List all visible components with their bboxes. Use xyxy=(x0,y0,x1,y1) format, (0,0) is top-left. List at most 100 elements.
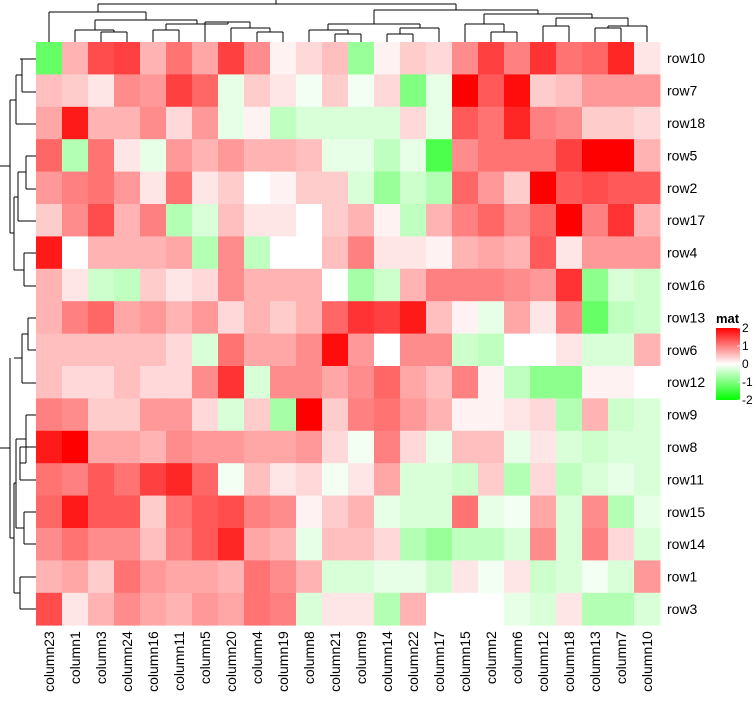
heatmap-cell-row12-column6 xyxy=(504,366,531,399)
heatmap-cell-row8-column5 xyxy=(192,430,219,464)
heatmap-cell-row4-column10 xyxy=(634,236,661,270)
column-label-column5: column5 xyxy=(197,631,213,684)
heatmap-cell-row6-column22 xyxy=(400,333,427,367)
heatmap-cell-row7-column10 xyxy=(634,74,661,108)
heatmap-cell-row15-column6 xyxy=(504,495,531,529)
heatmap-cell-row2-column22 xyxy=(400,171,427,205)
heatmap-cell-row16-column5 xyxy=(192,268,219,302)
heatmap-cell-row5-column13 xyxy=(582,139,609,172)
heatmap-cell-row15-column14 xyxy=(374,495,401,529)
heatmap-cell-row3-column16 xyxy=(140,592,167,626)
heatmap-cell-row6-column15 xyxy=(452,333,479,367)
heatmap-cell-row14-column8 xyxy=(296,528,323,561)
heatmap-cell-row7-column11 xyxy=(166,74,193,108)
heatmap-cell-row8-column20 xyxy=(218,430,245,464)
heatmap-cell-row18-column8 xyxy=(296,106,323,140)
heatmap-cell-row4-column21 xyxy=(322,236,349,270)
heatmap-cell-row4-column17 xyxy=(426,236,453,270)
heatmap-cell-row8-column18 xyxy=(556,430,583,464)
heatmap-cell-row12-column22 xyxy=(400,366,427,399)
row-dendrogram-lines xyxy=(0,58,36,610)
heatmap-cell-row14-column5 xyxy=(192,528,219,561)
heatmap-cell-row1-column4 xyxy=(244,560,271,594)
heatmap-cell-row12-column10 xyxy=(634,366,661,399)
heatmap-cell-row14-column11 xyxy=(166,528,193,561)
heatmap-cell-row18-column1 xyxy=(62,106,89,140)
heatmap-cell-row7-column7 xyxy=(608,74,635,108)
heatmap-cell-row12-column21 xyxy=(322,366,349,399)
heatmap-cell-row7-column15 xyxy=(452,74,479,108)
legend-tick-label: -2 xyxy=(742,393,753,407)
heatmap-cell-row16-column1 xyxy=(62,268,89,302)
heatmap-cell-row1-column12 xyxy=(530,560,557,594)
heatmap-cell-row8-column8 xyxy=(296,430,323,464)
heatmap-cell-row11-column12 xyxy=(530,463,557,496)
heatmap-cell-row13-column1 xyxy=(62,301,89,334)
heatmap-cell-row11-column19 xyxy=(270,463,297,496)
heatmap-cell-row9-column23 xyxy=(36,398,63,432)
column-label-column4: column4 xyxy=(249,631,265,684)
heatmap-cell-row7-column24 xyxy=(114,74,141,108)
heatmap-cell-row15-column13 xyxy=(582,495,609,529)
heatmap-cell-row15-column18 xyxy=(556,495,583,529)
heatmap-cell-row10-column4 xyxy=(244,42,271,75)
column-label-column12: column12 xyxy=(535,631,551,692)
heatmap-cell-row1-column19 xyxy=(270,560,297,594)
heatmap-cell-row17-column8 xyxy=(296,204,323,237)
heatmap-cell-row8-column21 xyxy=(322,430,349,464)
heatmap-cell-row3-column11 xyxy=(166,592,193,626)
heatmap-cell-row3-column20 xyxy=(218,592,245,626)
heatmap-cell-row9-column1 xyxy=(62,398,89,432)
legend-color-bar xyxy=(716,328,740,400)
heatmap-cell-row4-column2 xyxy=(478,236,505,270)
heatmap-cell-row16-column7 xyxy=(608,268,635,302)
heatmap-cell-row17-column20 xyxy=(218,204,245,237)
heatmap-cell-row18-column14 xyxy=(374,106,401,140)
heatmap-cell-row5-column12 xyxy=(530,139,557,172)
column-label-column7: column7 xyxy=(613,631,629,684)
heatmap-cell-row11-column24 xyxy=(114,463,141,496)
heatmap-cell-row5-column18 xyxy=(556,139,583,172)
heatmap-cell-row15-column10 xyxy=(634,495,661,529)
heatmap-cell-row13-column20 xyxy=(218,301,245,334)
heatmap-cell-row16-column12 xyxy=(530,268,557,302)
heatmap-cell-row14-column21 xyxy=(322,528,349,561)
heatmap-cell-row10-column10 xyxy=(634,42,661,75)
heatmap-cell-row13-column11 xyxy=(166,301,193,334)
heatmap-cell-row8-column22 xyxy=(400,430,427,464)
heatmap-cell-row9-column18 xyxy=(556,398,583,432)
heatmap-cell-row13-column23 xyxy=(36,301,63,334)
heatmap-cell-row15-column4 xyxy=(244,495,271,529)
heatmap-cell-row1-column14 xyxy=(374,560,401,594)
heatmap-cell-row9-column9 xyxy=(348,398,375,432)
heatmap-cell-row2-column3 xyxy=(88,171,115,205)
heatmap-cell-row7-column4 xyxy=(244,74,271,108)
heatmap-cell-row3-column7 xyxy=(608,592,635,626)
heatmap-cell-row1-column24 xyxy=(114,560,141,594)
heatmap-cell-row1-column18 xyxy=(556,560,583,594)
heatmap-cell-row17-column10 xyxy=(634,204,661,237)
heatmap-cell-row12-column17 xyxy=(426,366,453,399)
heatmap-cell-row13-column10 xyxy=(634,301,661,334)
heatmap-cell-row8-column16 xyxy=(140,430,167,464)
heatmap-cell-row5-column23 xyxy=(36,139,63,172)
row-label-row5: row5 xyxy=(667,147,698,163)
heatmap-cell-row8-column2 xyxy=(478,430,505,464)
heatmap-cell-row18-column7 xyxy=(608,106,635,140)
heatmap-cell-row14-column14 xyxy=(374,528,401,561)
heatmap-cell-row16-column8 xyxy=(296,268,323,302)
column-label-column13: column13 xyxy=(587,631,603,692)
heatmap-cell-row16-column2 xyxy=(478,268,505,302)
legend-tick-label: 0 xyxy=(742,357,749,371)
heatmap-cell-row16-column9 xyxy=(348,268,375,302)
heatmap-cell-row12-column19 xyxy=(270,366,297,399)
heatmap-cell-row12-column20 xyxy=(218,366,245,399)
heatmap-cell-row13-column16 xyxy=(140,301,167,334)
row-label-row4: row4 xyxy=(667,245,698,261)
heatmap-cell-row13-column9 xyxy=(348,301,375,334)
heatmap-cell-row12-column3 xyxy=(88,366,115,399)
heatmap-cell-row6-column4 xyxy=(244,333,271,367)
heatmap-cell-row7-column12 xyxy=(530,74,557,108)
heatmap-cell-row12-column14 xyxy=(374,366,401,399)
column-label-column19: column19 xyxy=(275,631,291,692)
